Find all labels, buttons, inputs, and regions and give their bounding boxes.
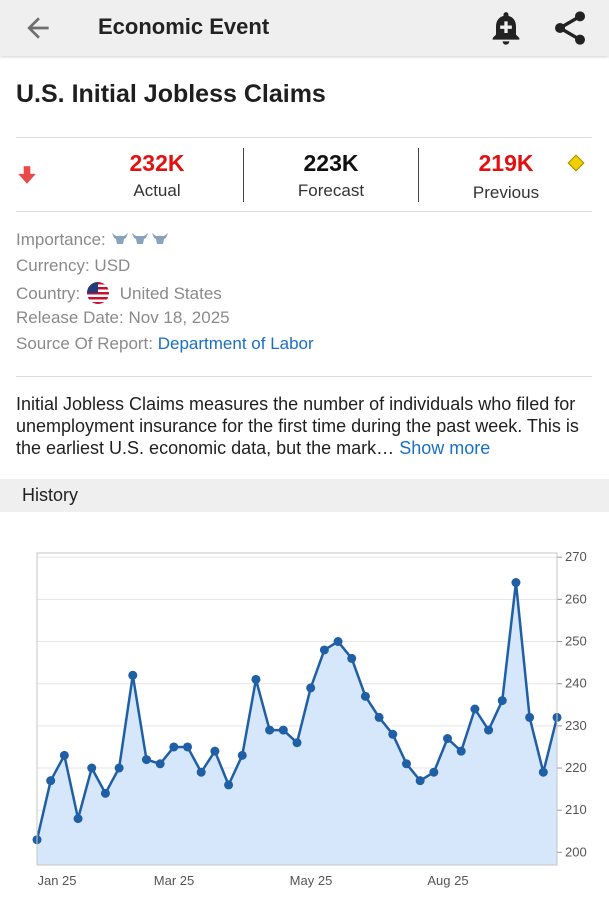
data-point (183, 742, 193, 752)
y-tick-label: 250 (565, 634, 587, 649)
bull-icon (111, 233, 168, 245)
release-date-label: Release Date: (16, 308, 124, 327)
add-alert-bell-icon[interactable] (486, 8, 526, 48)
data-point (224, 780, 234, 790)
forecast-stat: 223K Forecast (244, 150, 418, 201)
arrow-back-icon[interactable] (22, 12, 54, 44)
currency-value: USD (94, 256, 131, 275)
actual-label: Actual (133, 181, 181, 200)
y-tick-label: 240 (565, 676, 587, 691)
data-point (443, 734, 453, 744)
history-chart: 200 210 220 230 240 250 260 270 Jan 25 Mar 25 May … (32, 549, 587, 888)
data-point (59, 750, 69, 760)
data-point (237, 750, 247, 760)
data-point (538, 767, 548, 777)
screen-title: Economic Event (98, 14, 270, 39)
y-tick-label: 210 (565, 802, 587, 817)
importance-bulls (111, 230, 169, 251)
area-fill (37, 582, 557, 865)
y-tick-label: 200 (565, 844, 587, 859)
stat-separator (418, 148, 419, 202)
previous-label: Previous (472, 183, 540, 202)
data-point (456, 746, 466, 756)
data-point (525, 712, 535, 722)
data-point (210, 746, 220, 756)
forecast-label: Forecast (297, 181, 365, 200)
actual-value: 232K (129, 150, 185, 176)
data-point (415, 776, 425, 786)
data-point (128, 670, 138, 680)
currency-row: Currency: USD (16, 256, 130, 276)
y-tick-label: 270 (565, 549, 587, 564)
data-point (114, 763, 124, 773)
x-tick-label: Mar 25 (154, 873, 194, 888)
event-description: Initial Jobless Claims measures the numb… (16, 393, 601, 459)
data-point (401, 759, 411, 769)
description-text: Initial Jobless Claims measures the numb… (16, 394, 579, 458)
data-point (141, 755, 151, 765)
source-row: Source Of Report: Department of Labor (16, 334, 314, 354)
source-link[interactable]: Department of Labor (157, 334, 314, 353)
plot-frame (36, 552, 558, 866)
x-tick-label: May 25 (290, 873, 333, 888)
data-point (360, 691, 370, 701)
y-tick-label: 260 (565, 591, 587, 606)
data-point (306, 683, 316, 693)
country-label: Country: (16, 284, 81, 303)
data-point (470, 704, 480, 714)
data-point (497, 696, 507, 706)
data-point (46, 776, 56, 786)
data-point (169, 742, 179, 752)
release-date-value: Nov 18, 2025 (128, 308, 230, 327)
arrow-down-icon (18, 166, 36, 184)
data-point (292, 738, 302, 748)
divider (16, 376, 592, 377)
forecast-value: 223K (303, 150, 359, 176)
divider (16, 137, 592, 138)
app-bar: Economic Event (0, 0, 609, 56)
release-date-row: Release Date: Nov 18, 2025 (16, 308, 230, 328)
data-point (278, 725, 288, 735)
share-icon[interactable] (550, 8, 590, 48)
y-tick-label: 220 (565, 760, 587, 775)
us-flag-icon (86, 282, 109, 304)
data-point (196, 767, 206, 777)
actual-stat: 232K Actual (70, 150, 244, 201)
data-point (333, 637, 343, 647)
show-more-link[interactable]: Show more (399, 438, 491, 458)
history-section-header: History (0, 479, 609, 512)
previous-value: 219K (478, 150, 534, 176)
data-point (374, 712, 384, 722)
divider (16, 211, 592, 212)
stat-separator (243, 148, 244, 202)
data-point (73, 814, 83, 824)
data-point (484, 725, 494, 735)
data-point (265, 725, 275, 735)
previous-stat: 219K Previous (419, 150, 593, 203)
currency-label: Currency: (16, 256, 90, 275)
data-point (511, 578, 521, 588)
country-row: Country: United States (16, 282, 222, 304)
data-point (388, 729, 398, 739)
data-point (347, 653, 357, 663)
data-point (251, 674, 261, 684)
history-title: History (22, 485, 79, 505)
x-tick-label: Aug 25 (427, 873, 468, 888)
importance-row: Importance: (16, 230, 169, 251)
x-tick-label: Jan 25 (37, 873, 76, 888)
data-point (319, 645, 329, 655)
data-point (100, 788, 110, 798)
source-label: Source Of Report: (16, 334, 154, 353)
data-point (429, 767, 439, 777)
event-title: U.S. Initial Jobless Claims (16, 80, 326, 108)
data-point (155, 759, 165, 769)
country-value: United States (119, 284, 222, 303)
y-tick-label: 230 (565, 718, 587, 733)
importance-label: Importance: (16, 230, 106, 249)
data-point (87, 763, 97, 773)
